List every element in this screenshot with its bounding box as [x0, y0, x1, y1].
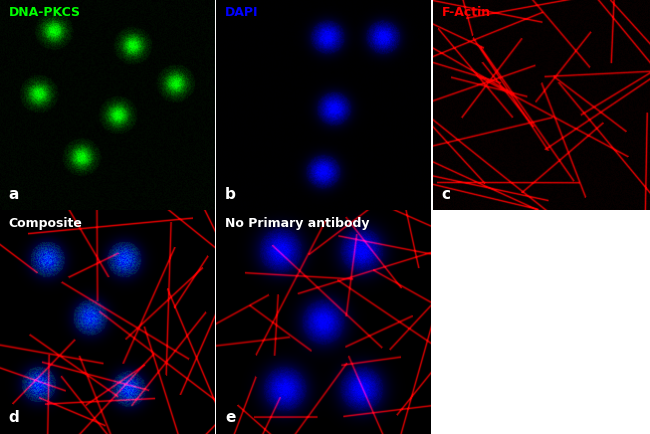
Text: DNA-PKCS: DNA-PKCS: [8, 7, 81, 20]
Text: b: b: [225, 187, 236, 202]
Text: c: c: [441, 187, 450, 202]
Text: F-Actin: F-Actin: [441, 7, 491, 20]
Text: d: d: [8, 410, 20, 425]
Text: Composite: Composite: [8, 217, 83, 230]
Text: No Primary antibody: No Primary antibody: [225, 217, 370, 230]
Text: a: a: [8, 187, 19, 202]
Text: e: e: [225, 410, 235, 425]
Text: DAPI: DAPI: [225, 7, 259, 20]
